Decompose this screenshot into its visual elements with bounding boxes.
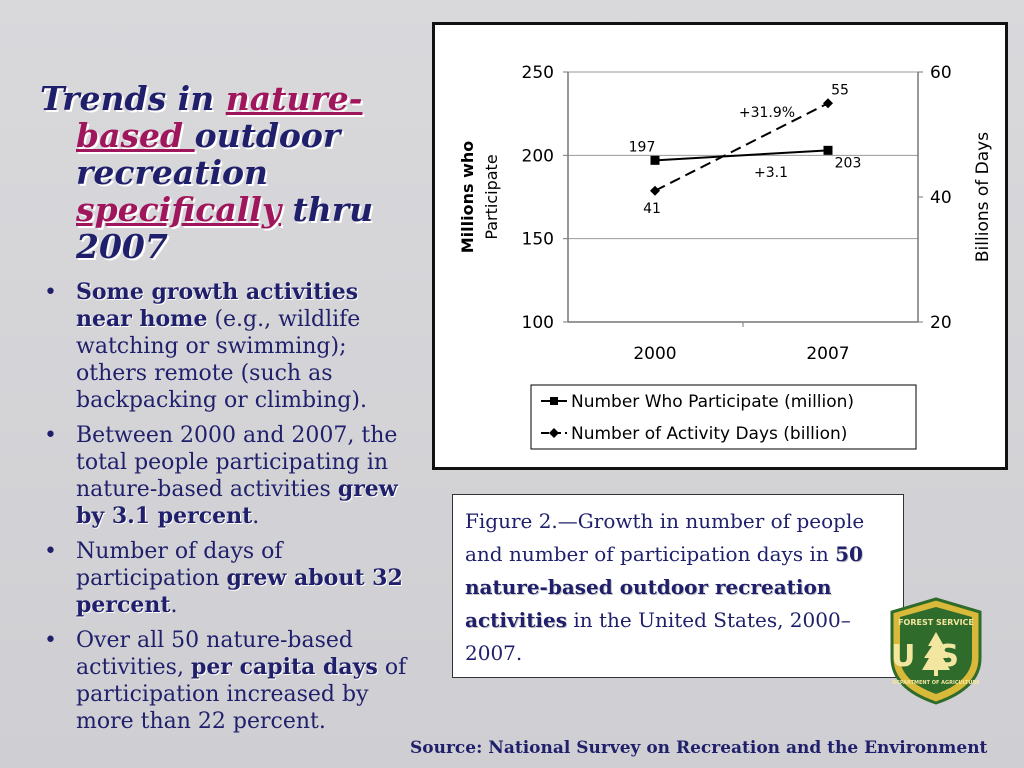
bullet-text: Between 2000 and 2007, the total people … <box>76 423 398 502</box>
title-part1: Trends in <box>40 79 226 118</box>
left-axis-title: Millions who <box>458 141 477 254</box>
legend-marker-participants <box>550 397 558 405</box>
bullet-text: (e.g., wildlife watching or swimming); o… <box>76 307 367 413</box>
tree-icon <box>922 632 950 670</box>
title-line2: based outdoor recreation specifically th… <box>40 117 400 265</box>
bullet-bold: grew about 32 percent <box>76 565 403 618</box>
bullet-text: Over all 50 nature-based activities, <box>76 628 354 680</box>
x-tick-label: 2007 <box>806 344 849 364</box>
bullet-text: of participation increased by more than … <box>76 655 407 734</box>
bullet-bold: grew by 3.1 percent <box>76 476 398 529</box>
left-tick-label: 200 <box>522 146 554 166</box>
source-note: Source: National Survey on Recreation an… <box>410 738 988 758</box>
data-label: 55 <box>831 82 849 98</box>
series-days-line <box>654 102 829 192</box>
days-marker <box>650 185 660 196</box>
title-part2: outdoor recreation <box>76 116 341 192</box>
title-highlight-based: based <box>76 116 195 155</box>
annotation-days-growth: +31.9% <box>739 105 795 121</box>
days-marker <box>823 98 833 109</box>
bullet-bold: Some growth activities near home <box>76 279 359 332</box>
caption-bold: 50 nature-based outdoor recreation activ… <box>465 542 863 632</box>
figure-caption: Figure 2.—Growth in number of people and… <box>452 494 904 678</box>
legend-label-days: Number of Activity Days (billion) <box>571 424 847 444</box>
data-label: 197 <box>629 139 656 155</box>
bullet-item: Over all 50 nature-based activities, per… <box>40 627 420 735</box>
title-highlight-specifically: specifically <box>76 190 281 229</box>
bullet-text: Number of days of participation <box>76 539 283 591</box>
participants-marker <box>650 155 660 165</box>
annotation-participants-growth: +3.1 <box>754 165 788 181</box>
tree-trunk-icon <box>934 670 938 676</box>
data-label: 41 <box>643 201 661 217</box>
bullet-item: Between 2000 and 2007, the total people … <box>40 422 420 530</box>
legend-marker-days <box>549 428 559 438</box>
bullet-text: . <box>252 504 260 529</box>
left-tick-label: 250 <box>522 63 554 83</box>
legend-box <box>530 384 917 450</box>
slide-title: Trends in nature- based outdoor recreati… <box>40 80 400 265</box>
right-tick-label: 40 <box>930 188 952 208</box>
right-tick-label: 60 <box>930 63 952 83</box>
left-tick-label: 150 <box>522 230 554 250</box>
data-label: 203 <box>835 155 862 171</box>
bullet-item: Some growth activities near home (e.g., … <box>40 279 420 414</box>
caption-text: Figure 2.—Growth in number of people and… <box>465 509 865 566</box>
forest-service-logo: FOREST SERVICE US DEPARTMENT OF AGRICULT… <box>890 597 982 705</box>
left-tick-label: 100 <box>522 313 554 333</box>
legend-label-participants: Number Who Participate (million) <box>571 392 854 412</box>
line-chart: 100 150 200 250 20 40 60 2000 2007 Millions who Pa… <box>458 63 993 450</box>
logo-top-text: FOREST SERVICE <box>898 618 974 627</box>
bullet-item: Number of days of participation grew abo… <box>40 538 420 619</box>
chart-panel: 100 150 200 250 20 40 60 2000 2007 Millions who Pa… <box>432 22 1008 470</box>
bullet-list: Some growth activities near home (e.g., … <box>40 279 420 743</box>
caption-text: in the United States, 2000–2007. <box>465 608 851 665</box>
title-part3: thru 2007 <box>76 190 374 266</box>
right-axis-title: Billions of Days <box>973 132 993 262</box>
right-tick-label: 20 <box>930 313 952 333</box>
bullet-text: . <box>170 593 178 618</box>
participants-marker <box>823 145 833 155</box>
series-participants-line <box>654 149 829 162</box>
logo-bottom-text: DEPARTMENT OF AGRICULTURE <box>892 680 980 686</box>
x-tick-label: 2000 <box>633 344 676 364</box>
title-highlight-nature: nature- <box>225 79 363 118</box>
left-axis-title-line2: Participate <box>482 154 501 239</box>
bullet-bold: per capita days <box>190 654 378 680</box>
